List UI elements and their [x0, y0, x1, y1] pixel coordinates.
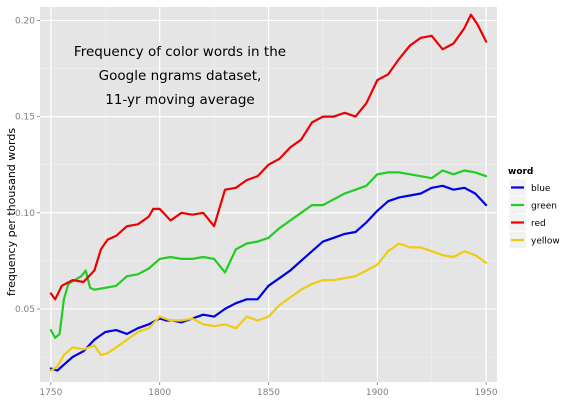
y-tick-label: 0.20 — [15, 16, 35, 26]
legend-label-green: green — [531, 202, 557, 212]
legend-label-blue: blue — [531, 184, 551, 194]
annotation-line-2: Google ngrams dataset, — [99, 68, 262, 84]
series-line-green — [49, 169, 488, 339]
y-axis-title: frequency per thousand words — [5, 128, 18, 296]
y-tick-label: 0.10 — [15, 209, 35, 219]
x-tick-label: 1900 — [366, 388, 389, 398]
x-tick-label: 1950 — [475, 388, 498, 398]
legend-label-red: red — [531, 219, 546, 229]
x-tick-label: 1750 — [39, 388, 62, 398]
y-tick-label: 0.05 — [15, 305, 35, 315]
series-line-red — [49, 13, 488, 301]
series-line-yellow — [49, 242, 488, 372]
legend-title: word — [508, 167, 533, 177]
annotation-line-1: Frequency of color words in the — [74, 44, 286, 60]
y-tick-label: 0.15 — [15, 113, 35, 123]
annotation-line-3: 11-yr moving average — [105, 92, 254, 108]
legend: word blue green red yellow — [508, 167, 560, 249]
legend-label-yellow: yellow — [531, 237, 560, 247]
x-tick-label: 1850 — [257, 388, 280, 398]
series-line-blue — [49, 184, 488, 372]
x-tick-label: 1800 — [148, 388, 171, 398]
series-lines — [49, 13, 488, 372]
x-axis-ticks: 1750 1800 1850 1900 1950 — [39, 382, 498, 398]
chart-annotation: Frequency of color words in the Google n… — [74, 44, 286, 108]
y-axis-ticks: 0.05 0.10 0.15 0.20 — [15, 16, 40, 315]
